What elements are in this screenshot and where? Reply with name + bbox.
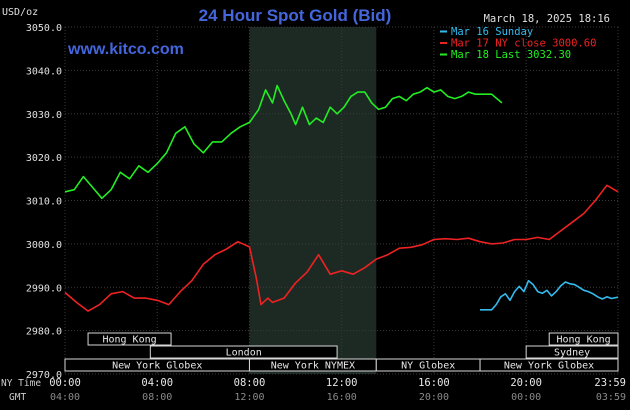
y-tick-label: 2970.0 [26, 370, 62, 381]
x-tick-label-gmt: 00:00 [511, 392, 541, 403]
x-tick-label-gmt: 16:00 [327, 392, 357, 403]
kitco-link[interactable]: www.kitco.com [67, 41, 184, 58]
x-tick-label-gmt: 03:59 [596, 392, 626, 403]
session-label: Sydney [554, 348, 590, 359]
gmt-label: GMT [9, 392, 26, 403]
session-label: New York Globex [112, 361, 202, 372]
y-tick-label: 3030.0 [26, 110, 62, 121]
series-line [480, 279, 619, 311]
x-tick-label-gmt: 12:00 [234, 392, 264, 403]
x-tick-label-ny: 12:00 [326, 377, 358, 389]
y-axis-unit: USD/oz [2, 7, 38, 18]
nymex-session-shade [249, 27, 377, 374]
x-tick-label-ny: 00:00 [49, 377, 81, 389]
ny-time-label: NY Time [1, 378, 41, 389]
timestamp: March 18, 2025 18:16 [484, 13, 610, 25]
session-box [149, 345, 338, 359]
y-tick-label: 3040.0 [26, 66, 62, 77]
price-lines [64, 84, 619, 312]
session-label: New York NYMEX [271, 361, 355, 372]
legend-label: Mar 18 Last 3032.30 [451, 49, 571, 61]
x-tick-label-ny: 20:00 [510, 377, 542, 389]
market-sessions: Hong Kong London New York Globex New York N… [64, 332, 619, 372]
y-tick-label: 3010.0 [26, 197, 62, 208]
session-label: London [226, 348, 262, 359]
y-tick-label: 3000.0 [26, 240, 62, 251]
session-box [87, 332, 172, 346]
session-label: NY Globex [401, 361, 455, 372]
x-tick-label-ny: 08:00 [234, 377, 266, 389]
session-label: Hong Kong [557, 335, 611, 346]
session-label: New York Globex [504, 361, 594, 372]
legend-label: Mar 16 Sunday [451, 26, 533, 38]
x-tick-label-ny: 16:00 [418, 377, 450, 389]
session-box [479, 358, 619, 372]
session-box [525, 345, 619, 359]
y-tick-label: 3050.0 [26, 23, 62, 34]
series-line [64, 184, 619, 312]
y-tick-label: 3020.0 [26, 153, 62, 164]
legend-label: Mar 17 NY close 3000.60 [451, 38, 596, 50]
x-tick-label-ny: 23:59 [594, 377, 626, 389]
y-tick-label: 2980.0 [26, 327, 62, 338]
session-box [548, 332, 619, 346]
grid-lines [64, 26, 619, 375]
x-axis-ticks: 00:00 04:00 04:00 08:00 08:00 12:00 12:00 16:00… [49, 377, 626, 403]
chart-title: 24 Hour Spot Gold (Bid) [199, 6, 392, 25]
x-tick-label-ny: 04:00 [141, 377, 173, 389]
y-axis-ticks: 3050.0 3040.0 3030.0 3020.0 3010.0 3000.0 2990… [26, 23, 62, 381]
y-tick-label: 2990.0 [26, 283, 62, 294]
x-tick-label-gmt: 08:00 [142, 392, 172, 403]
series-line [64, 84, 503, 200]
session-label: Hong Kong [102, 335, 156, 346]
x-tick-label-gmt: 20:00 [419, 392, 449, 403]
x-tick-label-gmt: 04:00 [50, 392, 80, 403]
